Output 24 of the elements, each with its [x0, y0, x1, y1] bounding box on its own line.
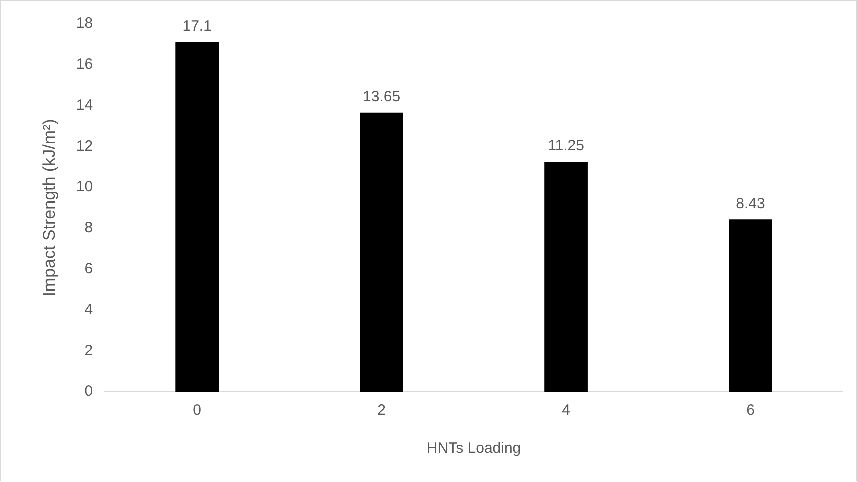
data-label: 8.43	[736, 195, 766, 212]
y-tick-label: 18	[76, 15, 94, 32]
y-tick-label: 8	[84, 220, 94, 237]
x-tick-label: 2	[378, 402, 386, 420]
data-label: 13.65	[363, 88, 401, 106]
bar	[729, 220, 772, 392]
data-label: 17.1	[182, 18, 212, 36]
y-axis-title: Impact Strength (kJ/m²)	[40, 119, 59, 297]
y-tick-label: 2	[84, 342, 94, 360]
bar	[176, 42, 219, 392]
x-tick-label: 0	[193, 402, 202, 420]
y-tick-label: 12	[76, 138, 94, 155]
y-tick-label: 16	[76, 56, 94, 74]
y-tick-label: 10	[76, 178, 94, 196]
y-tick-label: 4	[84, 301, 94, 318]
x-tick-label: 6	[746, 402, 755, 420]
data-label: 11.25	[548, 138, 584, 155]
y-tick-label: 14	[76, 96, 94, 114]
x-tick-label: 4	[562, 402, 570, 420]
y-tick-label: 6	[84, 260, 94, 278]
y-tick-label: 0	[84, 383, 94, 400]
bar	[360, 112, 404, 392]
x-axis-title: HNTs Loading	[426, 440, 522, 458]
bar	[544, 162, 588, 392]
